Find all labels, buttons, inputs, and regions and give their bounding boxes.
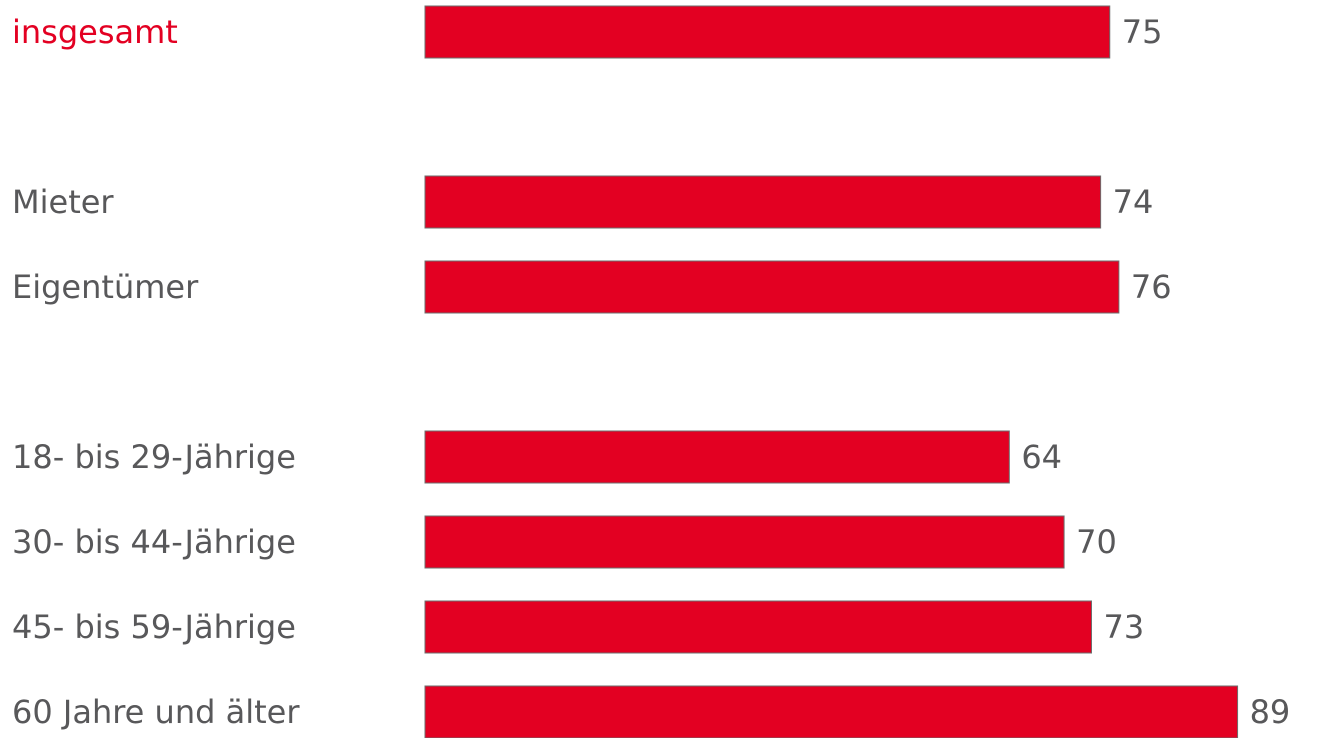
category-label: Mieter xyxy=(12,183,114,221)
bars: insgesamt 75 Mieter 74 Eigentümer 76 18- bis 2… xyxy=(12,5,1291,738)
data-label: 73 xyxy=(1103,608,1144,646)
category-label: 18- bis 29-Jährige xyxy=(12,438,296,476)
data-label: 89 xyxy=(1250,693,1291,731)
category-label: insgesamt xyxy=(12,13,178,51)
data-label: 75 xyxy=(1122,13,1163,51)
data-label: 70 xyxy=(1076,523,1117,561)
category-label: 30- bis 44-Jährige xyxy=(12,523,296,561)
category-label: Eigentümer xyxy=(12,268,199,306)
bar xyxy=(424,600,1092,654)
bar xyxy=(424,515,1065,569)
category-label: 45- bis 59-Jährige xyxy=(12,608,296,646)
bar xyxy=(424,175,1102,229)
bar xyxy=(424,685,1239,738)
data-label: 74 xyxy=(1113,183,1154,221)
data-label: 76 xyxy=(1131,268,1172,306)
data-label: 64 xyxy=(1021,438,1062,476)
bar xyxy=(424,430,1010,484)
bar xyxy=(424,5,1111,59)
bar xyxy=(424,260,1120,314)
category-label: 60 Jahre und älter xyxy=(12,693,300,731)
